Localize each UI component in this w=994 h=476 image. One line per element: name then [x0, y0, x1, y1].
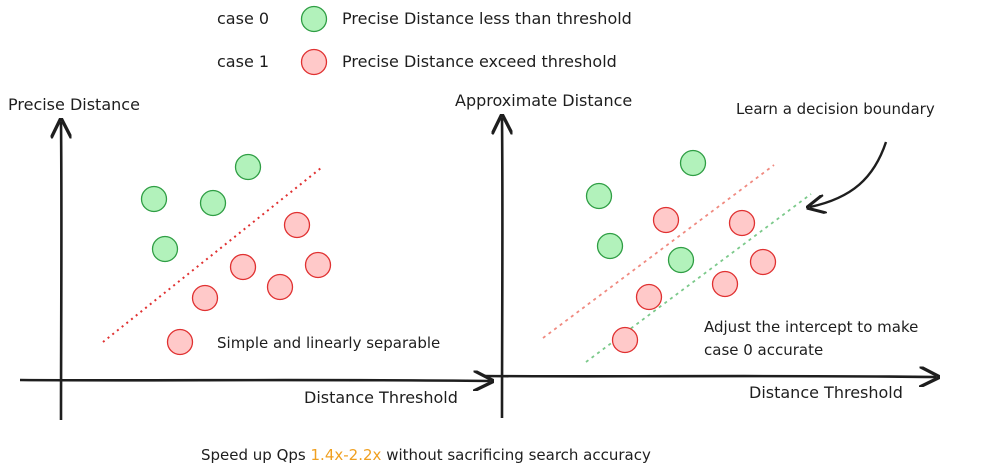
left-case0-points — [140, 153, 262, 263]
footer-text-after: without sacrificing search accuracy — [386, 446, 651, 464]
right-annotation-bottom-line2: case 0 accurate — [704, 341, 824, 359]
right-case1-points — [611, 206, 777, 354]
left-annotation: Simple and linearly separable — [217, 334, 441, 352]
legend-case0-label: case 0 — [217, 9, 270, 28]
right-case1-point — [711, 270, 739, 298]
right-case1-point — [611, 326, 639, 354]
left-case1-point — [191, 284, 219, 312]
legend-case1-label: case 1 — [217, 52, 270, 71]
left-case0-point — [151, 235, 179, 263]
right-case0-point — [667, 246, 695, 274]
right-annotation-top: Learn a decision boundary — [736, 100, 935, 118]
legend-case0-circle — [300, 5, 328, 33]
footer-text-before: Speed up Qps — [201, 446, 306, 464]
right-case1-point — [728, 209, 756, 237]
right-y-axis-label: Approximate Distance — [455, 91, 633, 110]
right-case1-point — [635, 283, 663, 311]
left-x-axis-label: Distance Threshold — [304, 388, 458, 407]
left-case1-point — [229, 253, 257, 281]
footer: Speed up Qps 1.4x-2.2x without sacrifici… — [201, 448, 651, 463]
left-x-axis — [19, 380, 490, 381]
left-case1-points — [166, 211, 332, 356]
footer-highlight: 1.4x-2.2x — [310, 446, 382, 464]
right-case0-point — [585, 182, 613, 210]
legend-case1-circle — [300, 48, 328, 76]
right-case0-point — [596, 232, 624, 260]
right-case0-point — [679, 149, 707, 177]
left-y-axis-label: Precise Distance — [8, 95, 140, 114]
right-red-boundary — [542, 164, 775, 339]
left-case0-point — [199, 189, 227, 217]
left-case1-point — [166, 328, 194, 356]
left-case0-point — [234, 153, 262, 181]
left-case1-point — [266, 273, 294, 301]
left-decision-line — [102, 167, 322, 343]
right-case1-point — [749, 248, 777, 276]
boundary-pointer-arrow — [810, 141, 888, 207]
right-case1-point — [652, 206, 680, 234]
right-x-axis-label: Distance Threshold — [749, 383, 903, 402]
left-case1-point — [283, 211, 311, 239]
legend-case1-description: Precise Distance exceed threshold — [342, 52, 617, 71]
right-case0-points — [585, 149, 707, 274]
left-case0-point — [140, 185, 168, 213]
right-x-axis — [483, 376, 936, 377]
right-green-boundary — [585, 193, 812, 363]
legend-case0-description: Precise Distance less than threshold — [342, 9, 632, 28]
left-case1-point — [304, 251, 332, 279]
right-annotation-bottom-line1: Adjust the intercept to make — [704, 318, 919, 336]
